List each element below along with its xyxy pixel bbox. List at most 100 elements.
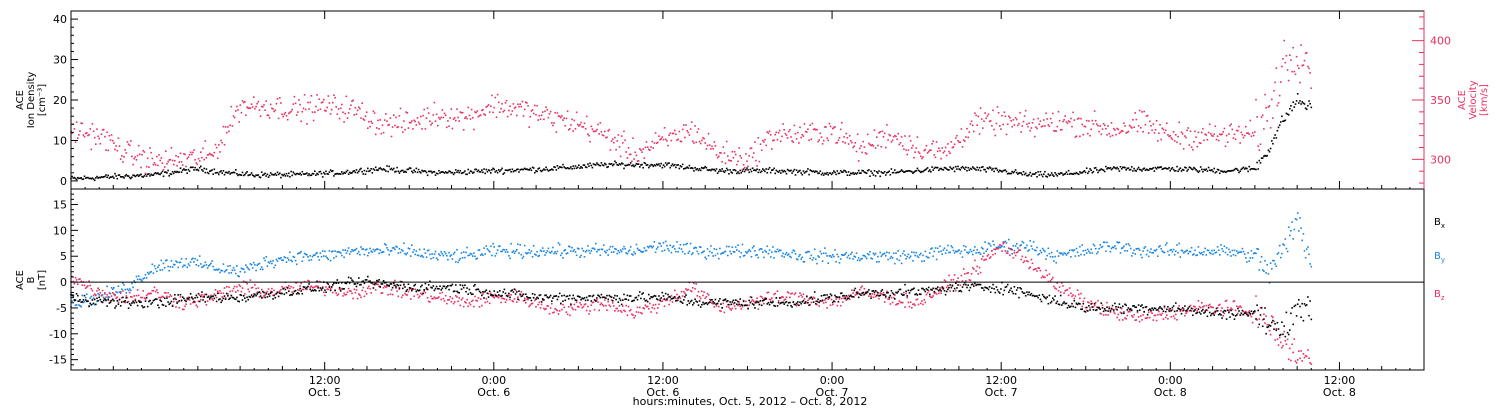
velocity-point [792,141,795,143]
velocity-point [930,149,932,151]
bz-point [999,244,1001,246]
velocity-point [335,106,337,108]
bz-point [1072,294,1074,296]
bx-point [83,294,86,297]
by-point [496,249,499,251]
by-point [955,250,957,253]
velocity-point [149,147,151,149]
velocity-point [1076,118,1079,120]
by-point [360,246,362,248]
by-point [212,265,214,268]
density-point [483,168,485,170]
bz-point [534,299,536,302]
by-point [1074,255,1077,257]
bx-point [364,279,367,281]
density-point [599,164,602,167]
by-point [291,260,293,263]
bx-point [230,294,233,297]
density-point [855,173,858,175]
by-point [546,250,548,252]
velocity-point [967,136,969,139]
bz-point [149,292,151,295]
velocity-point [836,141,839,144]
by-point [116,291,119,294]
by-point [688,250,691,253]
bx-point [487,296,490,298]
bz-point [1259,307,1262,309]
density-point [1159,166,1161,168]
velocity-point [1213,133,1215,135]
by-point [687,252,690,254]
density-point [250,172,253,174]
density-point [393,167,395,170]
bx-point [585,296,588,299]
density-point [727,169,729,171]
bx-point [698,300,701,302]
bz-point [393,284,395,287]
velocity-point [850,140,852,142]
bx-point [694,298,696,301]
bz-point [281,285,283,288]
density-point [1081,171,1083,174]
velocity-point [746,160,748,162]
velocity-point [854,142,857,144]
by-point [536,250,538,253]
bz-point [130,296,132,298]
velocity-point [355,113,358,115]
density-point [881,172,884,174]
velocity-point [288,112,290,115]
by-point [732,251,735,253]
by-point [968,251,971,253]
density-point [917,169,920,172]
velocity-point [1023,115,1026,117]
velocity-point [1269,127,1272,129]
bz-point [863,287,866,290]
by-point [877,255,879,258]
by-point [728,245,730,248]
velocity-point [822,139,825,142]
velocity-point [786,137,789,139]
bz-point [1135,319,1138,321]
bx-point [293,290,296,293]
density-point [870,170,872,173]
by-point [476,257,479,260]
bx-point [211,295,213,298]
density-point [818,172,820,174]
density-point [1282,120,1284,123]
velocity-point [433,101,436,104]
bz-point [335,292,337,294]
velocity-point [104,135,106,138]
velocity-point [172,163,175,166]
by-point [952,249,955,252]
velocity-point [590,125,593,128]
density-point [1277,126,1280,129]
velocity-point [563,117,565,119]
density-point [959,169,962,171]
velocity-point [848,135,851,137]
density-point [267,176,270,178]
by-point [478,249,481,251]
velocity-point [1128,124,1131,127]
density-point [1094,167,1097,169]
bz-point [321,286,324,288]
bz-point [680,290,683,293]
bx-point [555,295,558,297]
bz-point [593,308,596,311]
velocity-point [1049,117,1052,120]
by-point [816,262,818,265]
bx-point [146,305,149,308]
velocity-point [290,110,292,113]
by-point [802,260,805,263]
velocity-point [741,168,744,171]
bx-point [260,297,263,299]
by-point [203,264,205,267]
by-point [815,258,817,261]
bz-point [490,292,492,295]
bx-point [134,299,137,302]
bx-point [370,282,372,284]
bz-point [1247,313,1249,316]
density-point [1295,100,1298,102]
density-point [1114,167,1116,169]
by-point [895,252,897,254]
by-point [964,249,966,251]
